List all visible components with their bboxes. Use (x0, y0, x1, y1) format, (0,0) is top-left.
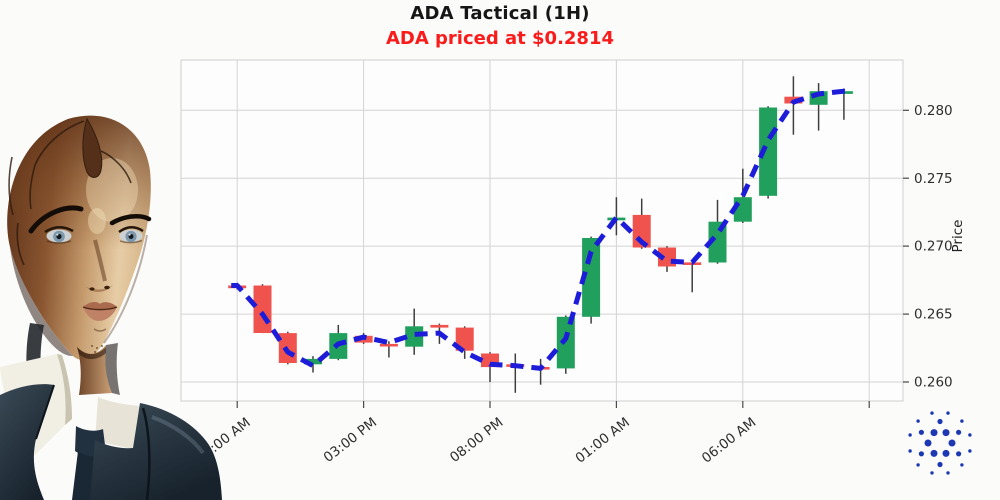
eyebrows (28, 205, 152, 234)
chart-title: ADA Tactical (1H) (410, 3, 590, 24)
svg-text:0.260: 0.260 (914, 375, 953, 391)
svg-text:0.280: 0.280 (914, 103, 953, 119)
left-eye (44, 226, 74, 244)
svg-text:0.275: 0.275 (914, 171, 953, 187)
price-axis-label: Price (950, 220, 966, 253)
nose (86, 239, 113, 293)
right-eye (118, 226, 144, 244)
svg-text:01:00 AM: 01:00 AM (573, 415, 633, 467)
panel-seams (8, 120, 132, 266)
robot-head (7, 115, 152, 360)
svg-text:0.270: 0.270 (914, 239, 953, 255)
svg-text:08:00 PM: 08:00 PM (447, 415, 506, 466)
mouth (82, 302, 118, 353)
svg-text:03:00 PM: 03:00 PM (321, 415, 380, 466)
robot-body (0, 323, 222, 500)
x-axis: 10:00 AM 03:00 PM 08:00 PM 01:00 AM 06:00 AM (193, 401, 870, 467)
head-crest-panel (82, 117, 103, 178)
svg-text:0.265: 0.265 (914, 307, 953, 323)
robot-portrait (0, 115, 222, 500)
price-ticker: ADA priced at $0.2814 (385, 28, 615, 49)
svg-text:06:00 AM: 06:00 AM (699, 415, 759, 467)
y-axis: 0.280 0.275 0.270 0.265 0.260 Price (903, 103, 966, 391)
cardano-logo-icon (908, 411, 972, 475)
ma-line (231, 88, 850, 371)
